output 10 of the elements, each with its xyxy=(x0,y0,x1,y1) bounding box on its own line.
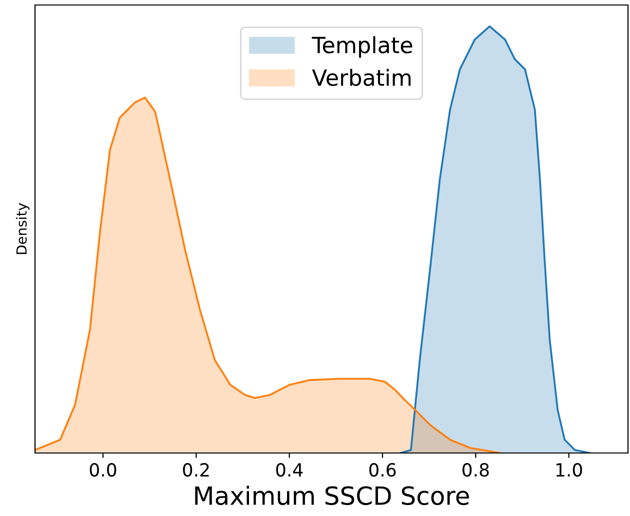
y-axis-title: Density xyxy=(16,203,30,254)
x-tick-label: 0.4 xyxy=(276,463,303,477)
x-tick-label: 0.8 xyxy=(462,463,489,477)
x-tick-label: 1.0 xyxy=(556,463,582,477)
legend-label: Template xyxy=(312,36,412,58)
x-tick-label: 0.2 xyxy=(183,463,209,477)
legend-label: Verbatim xyxy=(312,68,411,86)
x-axis-title: Maximum SSCD Score xyxy=(195,486,469,506)
x-tick-label: 0.6 xyxy=(369,463,396,477)
x-tick-label: 0.0 xyxy=(90,463,116,477)
